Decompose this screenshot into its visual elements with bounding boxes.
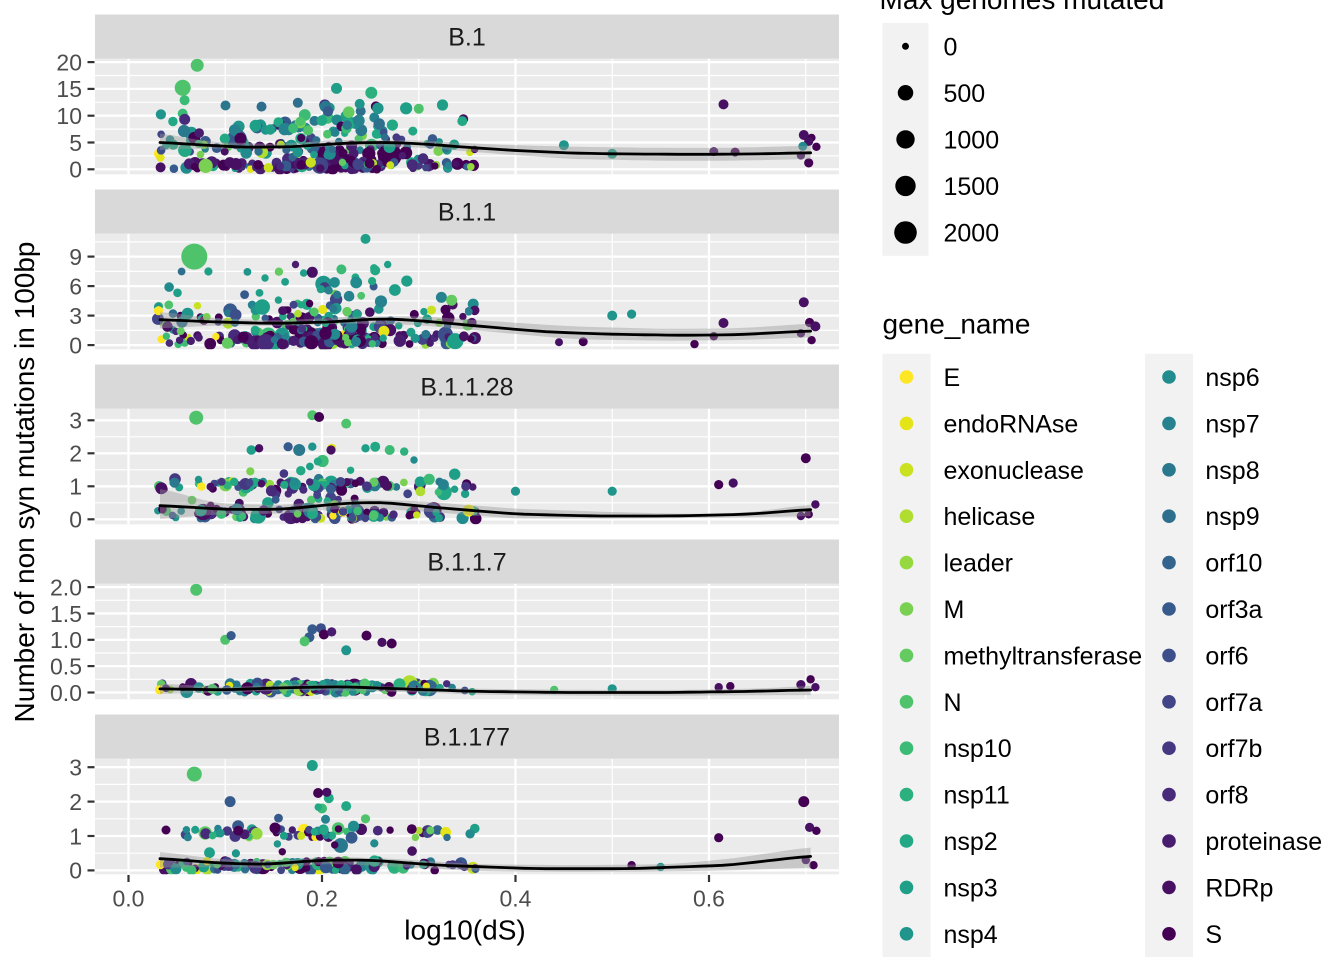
svg-text:proteinase: proteinase	[1205, 828, 1322, 856]
svg-text:B.1.1.28: B.1.1.28	[420, 374, 513, 402]
svg-text:M: M	[944, 596, 965, 624]
svg-text:exonuclease: exonuclease	[944, 457, 1084, 485]
svg-text:nsp7: nsp7	[1205, 410, 1259, 438]
svg-text:3: 3	[69, 755, 82, 781]
svg-text:0: 0	[69, 858, 82, 884]
svg-text:6: 6	[69, 273, 82, 299]
svg-text:methyltransferase: methyltransferase	[944, 642, 1143, 670]
svg-text:500: 500	[944, 80, 986, 108]
svg-text:S: S	[1205, 921, 1222, 949]
svg-text:nsp3: nsp3	[944, 874, 998, 902]
svg-text:Number of non syn mutations in: Number of non syn mutations in 100bp	[9, 242, 40, 723]
svg-text:nsp11: nsp11	[944, 782, 1010, 810]
svg-text:0.5: 0.5	[50, 653, 82, 679]
svg-text:nsp10: nsp10	[944, 735, 1012, 763]
svg-text:orf6: orf6	[1205, 642, 1248, 670]
svg-text:2: 2	[69, 441, 82, 467]
svg-text:nsp6: nsp6	[1205, 364, 1259, 392]
svg-text:0: 0	[944, 33, 958, 61]
svg-text:nsp4: nsp4	[944, 921, 998, 949]
svg-text:1500: 1500	[944, 173, 1000, 201]
svg-text:1.0: 1.0	[50, 627, 82, 653]
svg-text:log10(dS): log10(dS)	[404, 915, 525, 946]
svg-text:N: N	[944, 689, 962, 717]
svg-text:15: 15	[56, 76, 82, 102]
svg-text:Max genomes mutated: Max genomes mutated	[880, 0, 1165, 15]
svg-text:0: 0	[69, 332, 82, 358]
svg-text:2000: 2000	[944, 220, 1000, 248]
svg-text:1: 1	[69, 474, 82, 500]
svg-text:0.4: 0.4	[500, 885, 532, 911]
svg-text:orf8: orf8	[1205, 782, 1248, 810]
svg-text:leader: leader	[944, 550, 1014, 578]
svg-text:gene_name: gene_name	[883, 309, 1031, 340]
svg-text:endoRNAse: endoRNAse	[944, 410, 1079, 438]
svg-text:nsp9: nsp9	[1205, 503, 1259, 531]
svg-text:1000: 1000	[944, 126, 1000, 154]
svg-text:3: 3	[69, 303, 82, 329]
svg-text:9: 9	[69, 244, 82, 270]
svg-text:B.1.1.7: B.1.1.7	[427, 549, 506, 577]
svg-text:1: 1	[69, 823, 82, 849]
svg-text:helicase: helicase	[944, 503, 1036, 531]
svg-text:orf10: orf10	[1205, 550, 1262, 578]
svg-text:B.1.177: B.1.177	[424, 724, 510, 752]
svg-text:2.0: 2.0	[50, 574, 82, 600]
svg-text:5: 5	[69, 130, 82, 156]
svg-text:0.6: 0.6	[693, 885, 725, 911]
svg-text:0: 0	[69, 157, 82, 183]
svg-text:orf7a: orf7a	[1205, 689, 1262, 717]
svg-text:20: 20	[56, 49, 82, 75]
svg-text:nsp2: nsp2	[944, 828, 998, 856]
svg-text:0: 0	[69, 507, 82, 533]
svg-text:0.0: 0.0	[113, 885, 145, 911]
svg-text:1.5: 1.5	[50, 601, 82, 627]
svg-text:orf7b: orf7b	[1205, 735, 1262, 763]
svg-text:10: 10	[56, 103, 82, 129]
svg-text:RDRp: RDRp	[1205, 874, 1273, 902]
svg-text:2: 2	[69, 789, 82, 815]
svg-text:3: 3	[69, 408, 82, 434]
svg-text:E: E	[944, 364, 961, 392]
svg-text:orf3a: orf3a	[1205, 596, 1262, 624]
svg-text:B.1.1: B.1.1	[438, 199, 496, 227]
svg-text:0.0: 0.0	[50, 680, 82, 706]
svg-text:B.1: B.1	[448, 24, 486, 52]
svg-text:0.2: 0.2	[306, 885, 338, 911]
svg-text:nsp8: nsp8	[1205, 457, 1259, 485]
